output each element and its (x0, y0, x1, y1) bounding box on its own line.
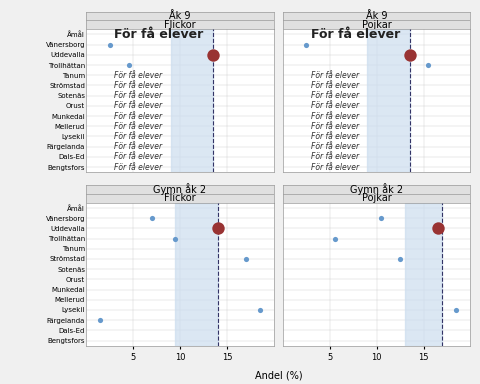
Point (378, 215, 385, 221)
Text: För få elever: För få elever (115, 152, 163, 161)
Text: För få elever: För få elever (115, 122, 163, 131)
Text: För få elever: För få elever (311, 122, 360, 131)
Text: Gymn åk 2: Gymn åk 2 (350, 184, 403, 195)
Point (214, 225, 221, 232)
Text: För få elever: För få elever (115, 81, 163, 90)
Bar (175, 203, 217, 346)
Point (331, 235, 338, 242)
Text: Pojkar: Pojkar (362, 194, 392, 204)
Text: För få elever: För få elever (311, 71, 360, 80)
Text: Åk 9: Åk 9 (366, 11, 387, 21)
Point (424, 62, 432, 68)
Point (256, 307, 264, 313)
Text: Flickor: Flickor (164, 194, 196, 204)
Text: Pojkar: Pojkar (362, 20, 392, 30)
Point (406, 52, 413, 58)
Text: För få elever: För få elever (115, 111, 163, 121)
Point (242, 256, 250, 262)
Text: Flickor: Flickor (164, 20, 196, 30)
Text: För få elever: För få elever (115, 28, 204, 41)
Point (125, 62, 132, 68)
Bar (367, 29, 409, 172)
Point (209, 52, 216, 58)
Text: För få elever: För få elever (311, 101, 360, 110)
Point (434, 225, 442, 232)
Point (106, 41, 114, 48)
Text: För få elever: För få elever (115, 132, 163, 141)
Text: För få elever: För få elever (115, 162, 163, 172)
Text: För få elever: För få elever (311, 142, 360, 151)
Point (453, 307, 460, 313)
Text: För få elever: För få elever (311, 28, 400, 41)
Text: För få elever: För få elever (115, 142, 163, 151)
Text: För få elever: För få elever (311, 111, 360, 121)
Point (396, 256, 404, 262)
Point (148, 215, 156, 221)
Text: För få elever: För få elever (311, 152, 360, 161)
Bar (405, 203, 442, 346)
Point (96, 317, 104, 323)
Point (303, 41, 311, 48)
Text: För få elever: För få elever (311, 81, 360, 90)
Text: För få elever: För få elever (311, 91, 360, 100)
Text: För få elever: För få elever (311, 162, 360, 172)
Point (171, 235, 179, 242)
Bar (171, 29, 213, 172)
Text: För få elever: För få elever (115, 71, 163, 80)
Text: Gymn åk 2: Gymn åk 2 (154, 184, 206, 195)
Text: För få elever: För få elever (115, 101, 163, 110)
Text: Andel (%): Andel (%) (254, 370, 302, 380)
Text: Åk 9: Åk 9 (169, 11, 191, 21)
Text: För få elever: För få elever (311, 132, 360, 141)
Text: För få elever: För få elever (115, 91, 163, 100)
